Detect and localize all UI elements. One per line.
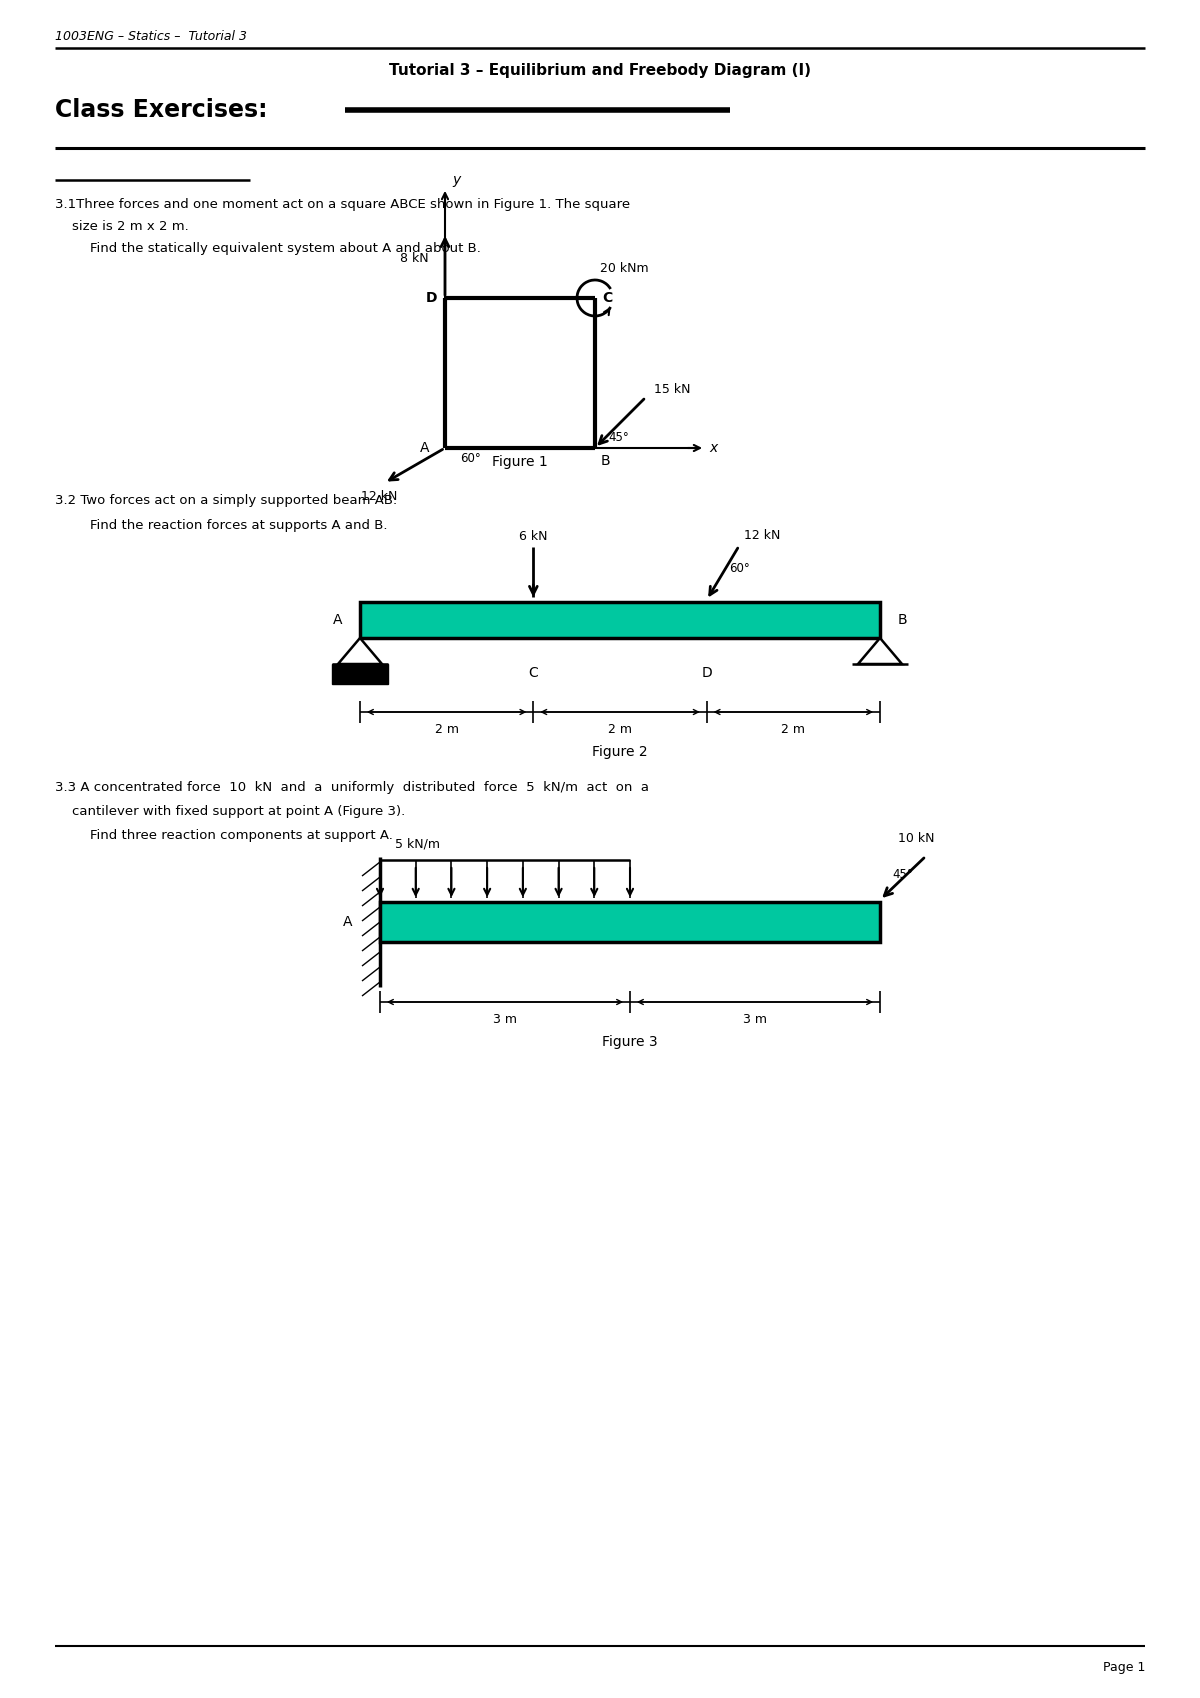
Text: Find three reaction components at support A.: Find three reaction components at suppor… — [90, 829, 392, 842]
Text: A: A — [342, 915, 352, 929]
Text: B: B — [898, 613, 907, 627]
Text: D: D — [701, 666, 712, 679]
Text: Tutorial 3 – Equilibrium and Freebody Diagram (I): Tutorial 3 – Equilibrium and Freebody Di… — [389, 63, 811, 78]
Polygon shape — [338, 638, 382, 664]
Text: 1003ENG – Statics –  Tutorial 3: 1003ENG – Statics – Tutorial 3 — [55, 29, 247, 42]
Text: 3.1Three forces and one moment act on a square ABCE shown in Figure 1. The squar: 3.1Three forces and one moment act on a … — [55, 197, 630, 211]
Text: D: D — [426, 290, 437, 306]
Text: 60°: 60° — [460, 452, 481, 465]
Bar — [380, 902, 880, 942]
Text: 45°: 45° — [608, 431, 629, 443]
Bar — [332, 664, 388, 684]
Text: Find the reaction forces at supports A and B.: Find the reaction forces at supports A a… — [90, 520, 388, 533]
Text: 2 m: 2 m — [781, 723, 805, 735]
Polygon shape — [858, 638, 902, 664]
Text: 3 m: 3 m — [493, 1012, 517, 1026]
Text: y: y — [452, 173, 461, 187]
Text: 3.2 Two forces act on a simply supported beam AB.: 3.2 Two forces act on a simply supported… — [55, 494, 397, 506]
Bar — [360, 603, 880, 638]
Text: 10 kN: 10 kN — [898, 832, 935, 844]
Text: 6 kN: 6 kN — [520, 530, 547, 542]
Text: C: C — [602, 290, 612, 306]
Text: cantilever with fixed support at point A (Figure 3).: cantilever with fixed support at point A… — [55, 805, 406, 817]
Text: Class Exercises:: Class Exercises: — [55, 98, 268, 122]
Text: C: C — [528, 666, 539, 679]
Text: B: B — [601, 453, 611, 469]
Text: x: x — [709, 441, 718, 455]
Text: 3.3 A concentrated force  10  kN  and  a  uniformly  distributed  force  5  kN/m: 3.3 A concentrated force 10 kN and a uni… — [55, 781, 649, 793]
Text: Figure 2: Figure 2 — [592, 745, 648, 759]
Text: Find the statically equivalent system about A and about B.: Find the statically equivalent system ab… — [90, 241, 481, 255]
Text: 20 kNm: 20 kNm — [600, 261, 649, 275]
Text: A: A — [332, 613, 342, 627]
Text: 15 kN: 15 kN — [654, 382, 690, 396]
Text: A: A — [420, 441, 430, 455]
Text: Figure 3: Figure 3 — [602, 1036, 658, 1049]
Text: Page 1: Page 1 — [1103, 1662, 1145, 1674]
Text: 8 kN: 8 kN — [400, 251, 428, 265]
Text: 12 kN: 12 kN — [744, 530, 780, 542]
Text: 12 kN: 12 kN — [361, 489, 397, 503]
Text: Figure 1: Figure 1 — [492, 455, 548, 469]
Text: 5 kN/m: 5 kN/m — [395, 837, 440, 851]
Text: 3 m: 3 m — [743, 1012, 767, 1026]
Text: size is 2 m x 2 m.: size is 2 m x 2 m. — [55, 219, 188, 233]
Text: 2 m: 2 m — [608, 723, 632, 735]
Text: 2 m: 2 m — [434, 723, 458, 735]
Text: 45°: 45° — [892, 868, 913, 881]
Text: 60°: 60° — [728, 562, 750, 574]
